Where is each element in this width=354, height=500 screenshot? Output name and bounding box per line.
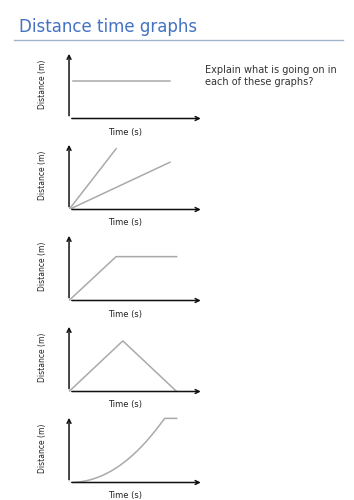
Text: Distance (m): Distance (m) xyxy=(38,333,47,382)
Text: Distance (m): Distance (m) xyxy=(38,424,47,474)
Text: Time (s): Time (s) xyxy=(109,218,143,228)
Text: Distance (m): Distance (m) xyxy=(38,60,47,110)
Text: Time (s): Time (s) xyxy=(109,128,143,136)
Text: Distance time graphs: Distance time graphs xyxy=(19,18,198,36)
Text: Time (s): Time (s) xyxy=(109,492,143,500)
Text: Explain what is going on in
each of these graphs?: Explain what is going on in each of thes… xyxy=(205,65,337,86)
Text: Time (s): Time (s) xyxy=(109,400,143,409)
Text: Distance (m): Distance (m) xyxy=(38,242,47,292)
Text: Time (s): Time (s) xyxy=(109,310,143,318)
Text: Distance (m): Distance (m) xyxy=(38,151,47,200)
